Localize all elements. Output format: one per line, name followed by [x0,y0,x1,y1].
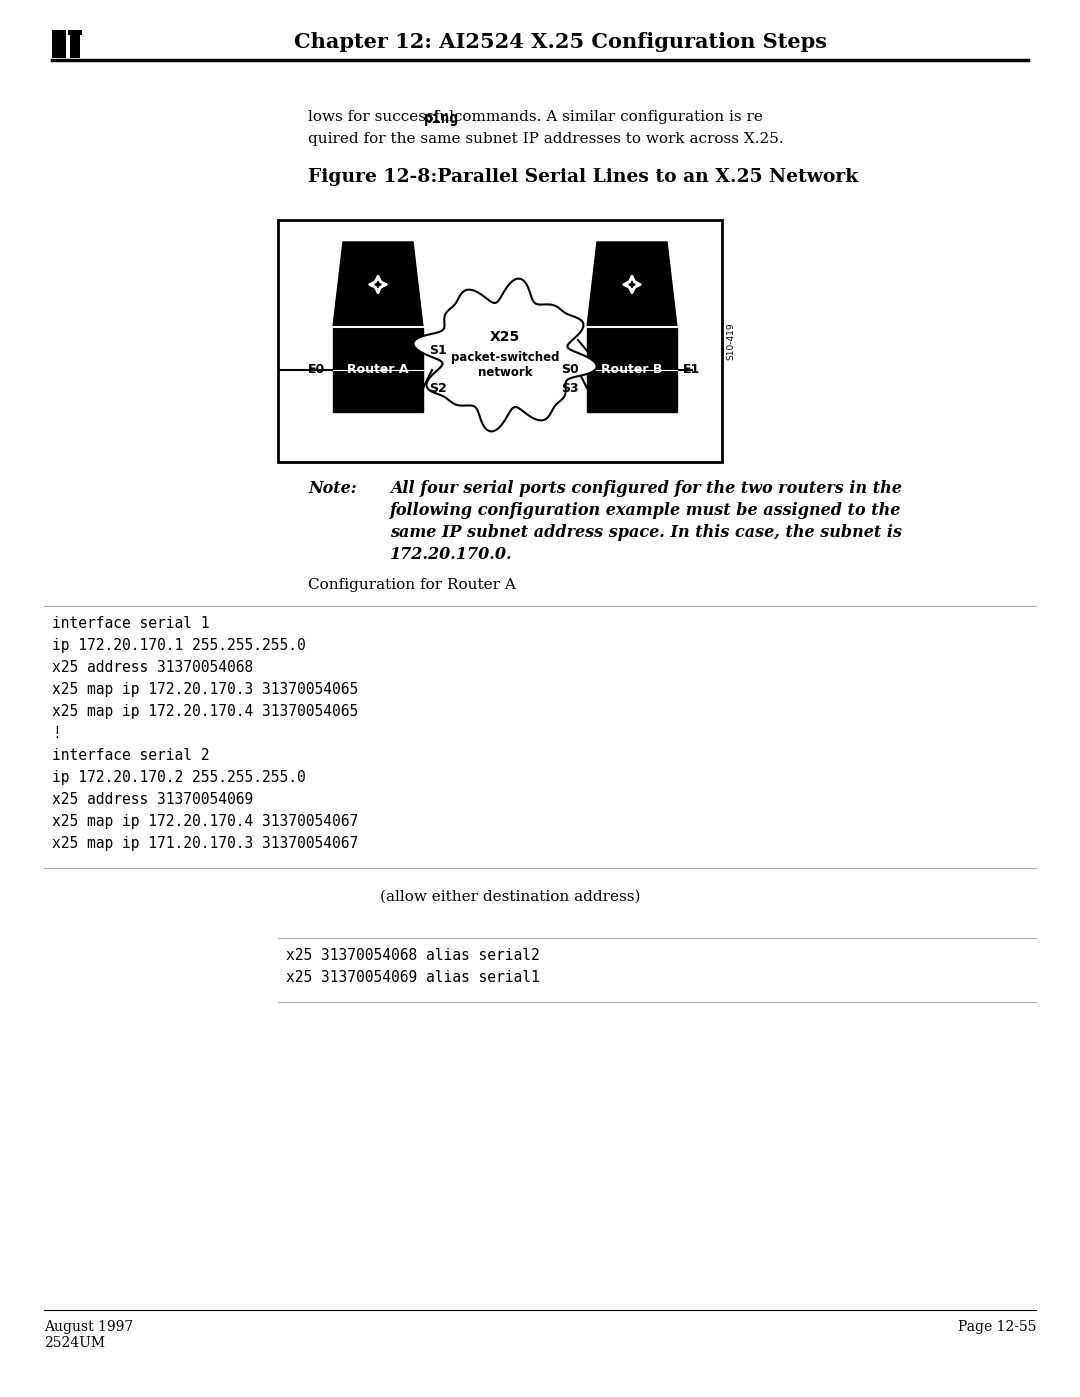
Text: 172.20.170.0.: 172.20.170.0. [390,546,513,563]
Bar [333,327,423,412]
Text: Router A: Router A [348,363,408,376]
Polygon shape [588,242,677,327]
Text: All four serial ports configured for the two routers in the: All four serial ports configured for the… [390,481,902,497]
Text: E1: E1 [683,363,700,376]
Text: S0: S0 [562,363,579,376]
Text: x25 31370054069 alias serial1: x25 31370054069 alias serial1 [286,970,540,985]
Text: ip 172.20.170.1 255.255.255.0: ip 172.20.170.1 255.255.255.0 [52,638,306,652]
Text: S3: S3 [562,381,579,395]
Text: interface serial 2: interface serial 2 [52,747,210,763]
Bar [70,29,80,59]
Text: interface serial 1: interface serial 1 [52,616,210,631]
Text: lows for successful: lows for successful [308,110,459,124]
Bar [278,219,723,462]
Text: Chapter 12: AI2524 X.25 Configuration Steps: Chapter 12: AI2524 X.25 Configuration St… [294,32,826,52]
Text: commands. A similar configuration is re: commands. A similar configuration is re [449,110,762,124]
Bar [52,29,66,59]
Text: X25: X25 [490,330,521,344]
Text: network: network [477,366,532,380]
Text: ip 172.20.170.2 255.255.255.0: ip 172.20.170.2 255.255.255.0 [52,770,306,785]
Text: Configuration for Router A: Configuration for Router A [308,578,516,592]
Text: August 1997
2524UM: August 1997 2524UM [44,1320,133,1350]
Text: E0: E0 [308,363,325,376]
Text: Note:: Note: [308,481,356,497]
Text: quired for the same subnet IP addresses to work across X.25.: quired for the same subnet IP addresses … [308,131,784,147]
Text: x25 map ip 172.20.170.4 31370054065: x25 map ip 172.20.170.4 31370054065 [52,704,359,719]
Text: same IP subnet address space. In this case, the subnet is: same IP subnet address space. In this ca… [390,524,902,541]
Text: x25 map ip 172.20.170.3 31370054065: x25 map ip 172.20.170.3 31370054065 [52,682,359,697]
Bar [588,327,677,412]
Text: x25 map ip 172.20.170.4 31370054067: x25 map ip 172.20.170.4 31370054067 [52,814,359,828]
Text: Figure 12-8:Parallel Serial Lines to an X.25 Network: Figure 12-8:Parallel Serial Lines to an … [308,168,859,186]
Text: x25 address 31370054069: x25 address 31370054069 [52,792,253,807]
Text: S1: S1 [429,344,447,358]
Text: !: ! [52,726,60,740]
Polygon shape [333,242,423,327]
Text: packet-switched: packet-switched [450,351,559,363]
Text: Page 12-55: Page 12-55 [958,1320,1036,1334]
Text: x25 map ip 171.20.170.3 31370054067: x25 map ip 171.20.170.3 31370054067 [52,835,359,851]
Text: Router B: Router B [602,363,663,376]
Text: ping: ping [424,110,459,126]
Text: (allow either destination address): (allow either destination address) [380,890,640,904]
Polygon shape [414,278,596,432]
Text: S10-419: S10-419 [726,323,735,360]
Text: following configuration example must be assigned to the: following configuration example must be … [390,502,902,520]
Text: x25 31370054068 alias serial2: x25 31370054068 alias serial2 [286,949,540,963]
Bar [68,29,82,35]
Text: x25 address 31370054068: x25 address 31370054068 [52,659,253,675]
Text: S2: S2 [429,381,447,395]
